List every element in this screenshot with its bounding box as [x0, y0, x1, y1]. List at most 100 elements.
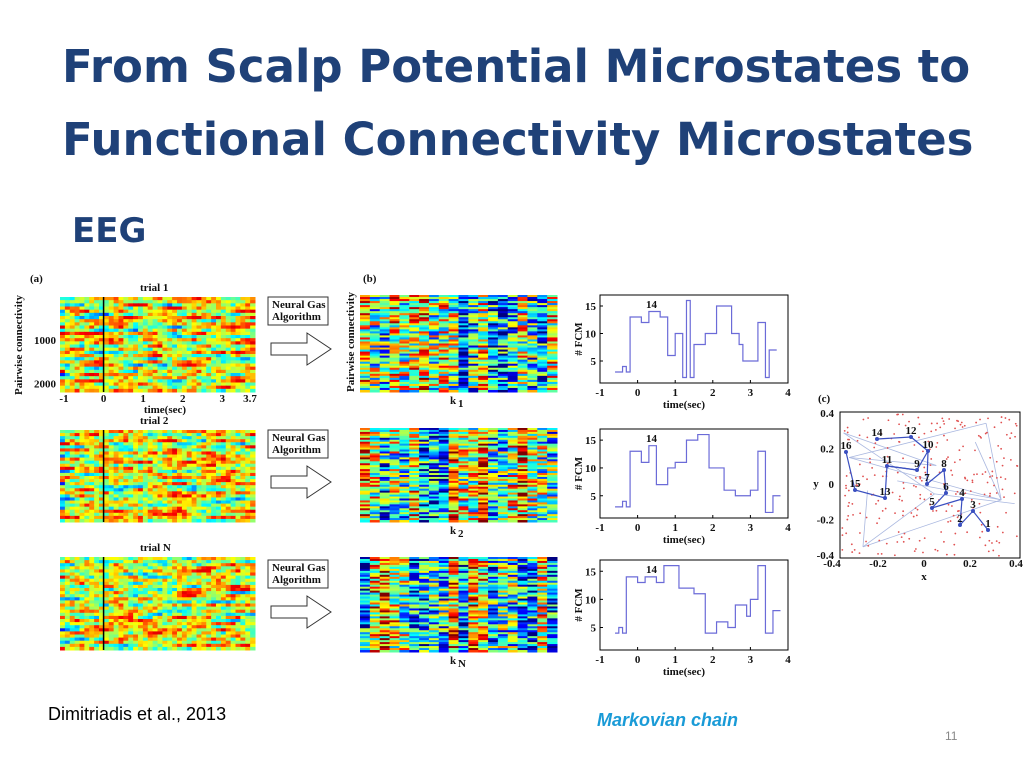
heatmap-cell — [438, 455, 450, 458]
heatmap-cell — [478, 373, 489, 377]
heatmap-cell — [468, 377, 479, 381]
heatmap-cell — [360, 377, 371, 381]
heatmap-cell — [497, 339, 509, 342]
heatmap-cell — [118, 634, 124, 639]
heatmap-cell — [438, 361, 450, 365]
heatmap-cell — [240, 603, 246, 608]
heatmap-cell — [517, 329, 528, 332]
heatmap-cell — [64, 643, 71, 648]
heatmap-cell — [478, 428, 489, 431]
heatmap-cell — [225, 303, 232, 307]
heatmap-cell — [206, 609, 212, 614]
heatmap-cell — [428, 333, 440, 336]
heatmap-cell — [250, 518, 256, 523]
heatmap-cell — [220, 388, 227, 393]
heatmap-cell — [128, 622, 134, 626]
heatmap-cell — [245, 335, 251, 339]
heatmap-cell — [206, 500, 212, 505]
heatmap-cell — [118, 503, 124, 508]
heatmap-cell — [389, 389, 400, 393]
heatmap-cell — [133, 609, 139, 614]
heatmap-cell — [69, 385, 76, 390]
heatmap-cell — [428, 431, 440, 435]
heatmap-cell — [211, 328, 217, 333]
heatmap-cell — [177, 357, 183, 361]
heatmap-cell — [167, 316, 173, 320]
heatmap-cell — [547, 361, 558, 365]
heatmap-cell — [118, 338, 124, 342]
heatmap-cell — [537, 369, 548, 373]
heatmap-cell — [527, 313, 538, 316]
heatmap-cell — [428, 311, 440, 314]
heatmap-cell — [389, 437, 400, 441]
heatmap-cell — [369, 365, 381, 369]
heatmap-cell — [69, 509, 76, 514]
heatmap-cell — [128, 344, 134, 349]
heatmap-cell — [177, 335, 183, 339]
heatmap-cell — [172, 563, 178, 567]
heatmap-cell — [108, 341, 115, 345]
heatmap-cell — [74, 430, 80, 434]
heatmap-cell — [191, 448, 197, 452]
heatmap-cell — [399, 361, 410, 365]
heatmap-cell — [537, 428, 548, 431]
heatmap-cell — [527, 317, 538, 320]
heatmap-cell — [103, 622, 110, 626]
heatmap-cell — [438, 317, 450, 320]
heatmap-cell — [220, 560, 227, 564]
heatmap-cell — [152, 506, 158, 511]
heatmap-cell — [428, 349, 440, 353]
heatmap-cell — [547, 301, 558, 304]
heatmap-cell — [399, 379, 410, 383]
heatmap-cell — [142, 350, 149, 355]
heatmap-cell — [488, 433, 499, 437]
heatmap-cell — [69, 454, 76, 459]
heatmap-cell — [478, 379, 489, 383]
heatmap-cell — [517, 325, 528, 328]
heatmap-cell — [438, 441, 450, 445]
heatmap-cell — [113, 445, 119, 449]
heatmap-cell — [488, 337, 499, 340]
heatmap-cell — [419, 305, 430, 308]
heatmap-cell — [69, 369, 76, 374]
heatmap-cell — [245, 460, 251, 465]
heatmap-cell — [181, 463, 188, 468]
heatmap-cell — [74, 518, 80, 523]
heatmap-cell — [547, 347, 558, 351]
heatmap-cell — [419, 339, 430, 342]
heatmap-cell — [235, 600, 241, 604]
heatmap-cell — [216, 646, 222, 651]
heatmap-cell — [123, 628, 129, 632]
heatmap-cell — [206, 354, 212, 358]
heatmap-cell — [419, 329, 430, 332]
heatmap-cell — [69, 575, 76, 580]
heatmap-cell — [216, 341, 222, 345]
heatmap-cell — [225, 606, 232, 611]
heatmap-cell — [240, 306, 246, 311]
heatmap-cell — [216, 560, 222, 564]
heatmap-cell — [89, 369, 95, 374]
heatmap-cell — [225, 363, 232, 368]
heatmap-cell — [419, 313, 430, 316]
heatmap-cell — [220, 603, 227, 608]
heatmap-cell — [497, 461, 509, 464]
heatmap-cell — [409, 381, 420, 385]
heatmap-cell — [157, 460, 163, 465]
heatmap-cell — [419, 335, 430, 338]
heatmap-cell — [69, 566, 76, 570]
heatmap-cell — [438, 369, 450, 373]
heatmap-cell — [94, 335, 100, 339]
heatmap-cell — [142, 640, 149, 645]
heatmap-cell — [152, 382, 158, 387]
heatmap-cell — [527, 295, 538, 298]
heatmap-cell — [458, 357, 469, 361]
heatmap-cell — [225, 335, 232, 339]
heatmap-cell — [399, 335, 410, 338]
heatmap-cell — [128, 563, 134, 567]
figure-label: trial N — [140, 542, 171, 554]
heatmap-cell — [162, 445, 168, 449]
heatmap-cell — [240, 491, 246, 495]
heatmap-cell — [74, 622, 80, 626]
heatmap-cell — [138, 347, 144, 352]
heatmap-cell — [181, 566, 188, 570]
